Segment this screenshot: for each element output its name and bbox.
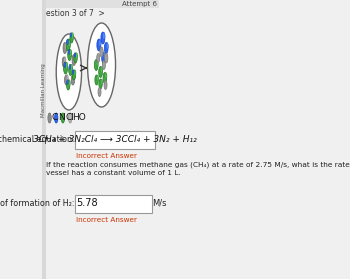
- Circle shape: [96, 60, 98, 66]
- Circle shape: [68, 39, 70, 47]
- Circle shape: [99, 39, 101, 47]
- Circle shape: [94, 59, 98, 71]
- Circle shape: [72, 70, 76, 80]
- Circle shape: [99, 79, 102, 89]
- Text: balanced chemical equation:: balanced chemical equation:: [0, 135, 74, 144]
- Circle shape: [97, 39, 101, 51]
- Text: Incorrect Answer: Incorrect Answer: [76, 217, 136, 223]
- Circle shape: [68, 49, 71, 61]
- Circle shape: [95, 75, 98, 85]
- Circle shape: [64, 62, 66, 68]
- Circle shape: [73, 75, 75, 81]
- Text: M/s: M/s: [153, 199, 167, 208]
- Circle shape: [69, 64, 72, 76]
- Circle shape: [76, 53, 78, 59]
- Circle shape: [98, 88, 101, 97]
- Text: vessel has a constant volume of 1 L.: vessel has a constant volume of 1 L.: [46, 170, 181, 176]
- Circle shape: [64, 57, 66, 63]
- Circle shape: [99, 66, 102, 78]
- Circle shape: [74, 53, 76, 57]
- Circle shape: [70, 33, 73, 43]
- Circle shape: [103, 73, 107, 83]
- Circle shape: [70, 64, 73, 72]
- Circle shape: [55, 113, 58, 123]
- Circle shape: [62, 57, 65, 67]
- Circle shape: [106, 43, 108, 49]
- Circle shape: [48, 113, 51, 123]
- Text: 5.78: 5.78: [77, 198, 98, 208]
- Circle shape: [105, 73, 107, 79]
- FancyBboxPatch shape: [75, 131, 155, 148]
- Circle shape: [64, 62, 68, 74]
- Bar: [42, 0, 159, 8]
- Text: rate of formation of H₂:: rate of formation of H₂:: [0, 199, 74, 208]
- Text: Incorrect Answer: Incorrect Answer: [76, 153, 136, 159]
- Text: estion 3 of 7  >: estion 3 of 7 >: [46, 9, 105, 18]
- Circle shape: [103, 32, 105, 40]
- Text: Cl: Cl: [65, 114, 74, 122]
- Circle shape: [68, 80, 70, 86]
- Text: C: C: [52, 114, 58, 122]
- Circle shape: [65, 62, 68, 70]
- Circle shape: [74, 70, 76, 76]
- Circle shape: [104, 53, 106, 59]
- Circle shape: [104, 42, 108, 54]
- Circle shape: [61, 113, 64, 123]
- Circle shape: [56, 34, 82, 110]
- Text: HO: HO: [72, 114, 86, 122]
- Circle shape: [74, 54, 76, 62]
- Bar: [42, 0, 46, 279]
- Circle shape: [74, 53, 77, 63]
- Circle shape: [97, 75, 99, 81]
- Circle shape: [65, 42, 67, 50]
- Circle shape: [102, 61, 105, 69]
- Circle shape: [68, 50, 70, 54]
- Circle shape: [72, 54, 76, 66]
- Text: 3CH₄ + 3N₂Cl₄ ⟶ 3CCl₄ + 3N₂ + H₁₂: 3CH₄ + 3N₂Cl₄ ⟶ 3CCl₄ + 3N₂ + H₁₂: [33, 135, 197, 144]
- FancyBboxPatch shape: [75, 194, 152, 213]
- Circle shape: [102, 52, 105, 64]
- Circle shape: [105, 53, 108, 63]
- Circle shape: [69, 113, 72, 123]
- Circle shape: [67, 80, 68, 84]
- Circle shape: [66, 75, 68, 81]
- Text: N: N: [58, 114, 65, 122]
- Text: If the reaction consumes methane gas (CH₄) at a rate of 2.75 M/s, what is the ra: If the reaction consumes methane gas (CH…: [46, 162, 350, 169]
- Circle shape: [72, 70, 74, 74]
- Circle shape: [100, 79, 103, 85]
- Circle shape: [97, 54, 100, 62]
- Text: Macmillan Learning: Macmillan Learning: [41, 63, 47, 117]
- Circle shape: [66, 39, 69, 45]
- Text: Attempt 6: Attempt 6: [122, 1, 157, 7]
- Circle shape: [63, 42, 67, 54]
- Circle shape: [71, 75, 75, 85]
- Circle shape: [64, 75, 68, 85]
- Circle shape: [100, 47, 103, 57]
- Circle shape: [101, 32, 105, 44]
- Circle shape: [100, 67, 103, 73]
- Circle shape: [69, 49, 72, 57]
- Circle shape: [70, 33, 72, 37]
- Circle shape: [66, 80, 70, 90]
- Circle shape: [104, 81, 107, 90]
- Circle shape: [71, 33, 74, 39]
- Circle shape: [88, 23, 116, 107]
- Circle shape: [69, 64, 71, 69]
- Circle shape: [66, 39, 70, 51]
